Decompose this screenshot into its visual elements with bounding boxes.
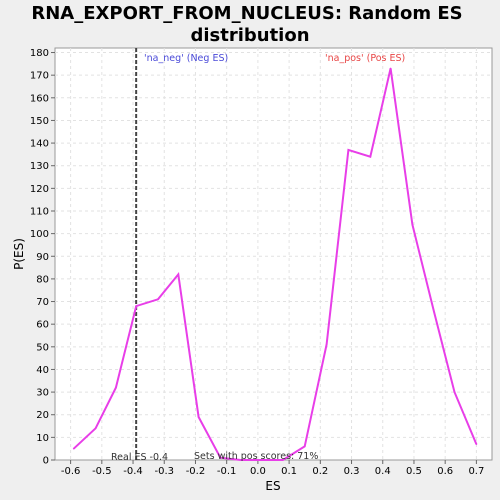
pos-es-label: 'na_pos' (Pos ES): [325, 53, 405, 64]
sets-pos-scores-label: Sets with pos scores: 71%: [194, 451, 318, 462]
data-point: [219, 456, 222, 459]
data-point: [369, 155, 372, 158]
x-axis-ticks: -0.6 -0.5 -0.4 -0.3 -0.2 -0.1 0.0 0.1 0.2 0.3 0.4 0…: [61, 460, 484, 477]
y-axis-ticks: 0 10 20 30 40 50 60 70 80 90 100 110 120 130 140 150 160…: [30, 48, 55, 467]
data-point: [282, 459, 284, 461]
y-tick-label: 170: [30, 71, 49, 82]
y-tick-label: 60: [36, 320, 49, 331]
x-axis-label: ES: [265, 479, 280, 493]
y-tick-label: 160: [30, 93, 49, 104]
x-tick-label: -0.1: [217, 466, 237, 477]
chart-title-line1: RNA_EXPORT_FROM_NUCLEUS: Random ES: [31, 3, 462, 24]
data-point: [157, 298, 159, 301]
y-tick-label: 110: [30, 206, 49, 217]
y-tick-label: 20: [36, 410, 49, 421]
y-tick-label: 80: [36, 274, 49, 285]
data-point: [197, 416, 200, 418]
y-tick-label: 130: [30, 161, 49, 172]
y-tick-label: 10: [36, 433, 49, 444]
data-point: [115, 386, 117, 389]
y-tick-label: 90: [36, 252, 49, 263]
data-point: [389, 67, 392, 70]
grid-lines: [55, 48, 492, 460]
y-tick-label: 180: [30, 48, 49, 59]
x-tick-label: 0.7: [468, 466, 484, 477]
y-tick-label: 50: [36, 342, 49, 353]
data-point: [475, 443, 478, 445]
x-tick-label: -0.4: [123, 466, 143, 477]
neg-es-label: 'na_neg' (Neg ES): [144, 53, 228, 64]
real-es-label: Real ES -0.4: [111, 452, 168, 463]
y-tick-label: 70: [36, 297, 49, 308]
y-tick-label: 0: [43, 456, 49, 467]
x-tick-label: 0.4: [375, 466, 391, 477]
data-point: [433, 312, 436, 314]
data-points: [72, 67, 478, 461]
y-tick-label: 100: [30, 229, 49, 240]
x-tick-label: 0.2: [312, 466, 328, 477]
x-tick-label: -0.5: [92, 466, 112, 477]
data-point: [325, 343, 328, 346]
x-tick-label: -0.6: [61, 466, 81, 477]
data-point: [303, 445, 306, 448]
data-point: [347, 149, 350, 151]
x-tick-label: -0.2: [186, 466, 206, 477]
data-point: [260, 459, 262, 461]
data-point: [177, 273, 180, 276]
y-tick-label: 140: [30, 139, 49, 150]
data-point: [453, 391, 456, 393]
x-tick-label: 0.5: [406, 466, 422, 477]
data-point: [239, 459, 242, 461]
x-tick-label: -0.3: [154, 466, 174, 477]
data-point: [94, 427, 97, 430]
y-tick-label: 120: [30, 184, 49, 195]
x-tick-label: 0.6: [437, 466, 453, 477]
chart-title-line2: distribution: [190, 25, 309, 46]
x-tick-label: 0.0: [250, 466, 266, 477]
y-tick-label: 150: [30, 116, 49, 127]
y-tick-label: 30: [36, 388, 49, 399]
x-tick-label: 0.3: [344, 466, 360, 477]
y-tick-label: 40: [36, 365, 49, 376]
es-distribution-line: [73, 68, 478, 461]
data-point: [72, 447, 75, 450]
plot-area: [54, 47, 493, 461]
data-point: [411, 223, 414, 226]
x-tick-label: 0.1: [281, 466, 297, 477]
y-axis-label: P(ES): [12, 238, 26, 270]
data-point: [135, 305, 137, 307]
